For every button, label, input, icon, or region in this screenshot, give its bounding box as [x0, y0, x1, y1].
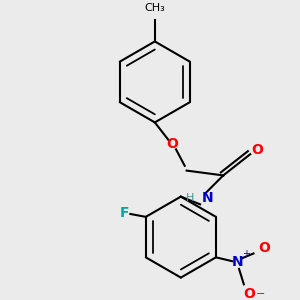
Text: N: N: [231, 255, 243, 269]
Text: O: O: [251, 143, 263, 158]
Text: F: F: [120, 206, 129, 220]
Text: O: O: [258, 241, 270, 255]
Text: O: O: [244, 287, 256, 300]
Text: −: −: [256, 289, 265, 299]
Text: N: N: [202, 190, 214, 205]
Text: CH₃: CH₃: [144, 2, 165, 13]
Text: +: +: [242, 250, 250, 260]
Text: O: O: [166, 136, 178, 151]
Text: H: H: [186, 193, 194, 202]
